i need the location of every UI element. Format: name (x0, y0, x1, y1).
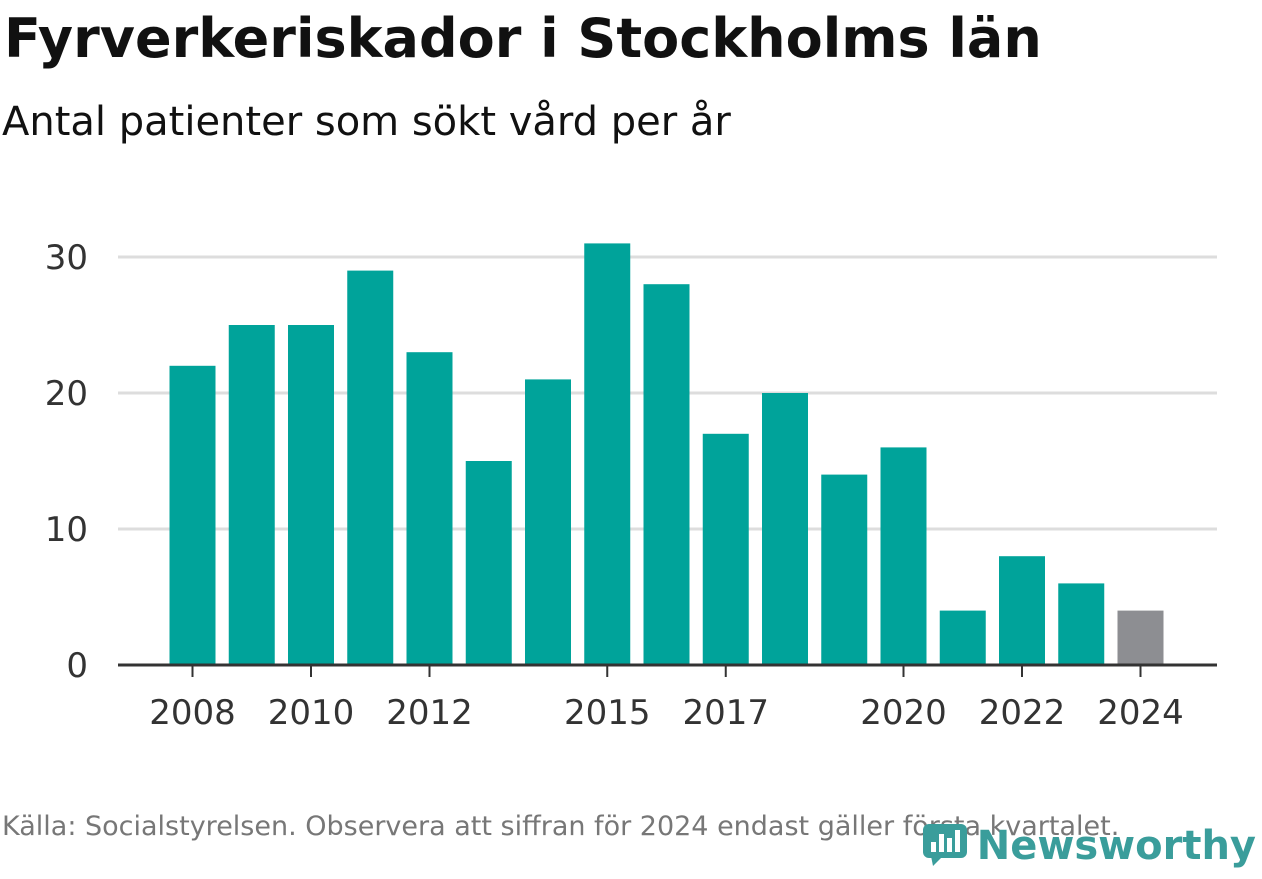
y-tick-label: 0 (66, 646, 88, 686)
x-tick-label: 2022 (979, 693, 1066, 733)
newsworthy-logo[interactable]: Newsworthy (921, 820, 1256, 872)
x-tick-label: 2024 (1097, 693, 1184, 733)
bar-2023 (1058, 583, 1105, 665)
bar-2012 (406, 352, 453, 665)
bar-2024 (1117, 610, 1164, 665)
bar-2019 (821, 474, 868, 665)
bar-2016 (643, 284, 690, 665)
bar-2011 (347, 270, 394, 665)
bar-2014 (525, 379, 571, 665)
bar-2021 (939, 610, 986, 665)
chart-subtitle: Antal patienter som sökt vård per år (2, 99, 731, 145)
y-tick-label: 20 (45, 374, 88, 414)
bar-2013 (465, 461, 512, 665)
x-tick-label: 2010 (268, 693, 355, 733)
bar-2020 (880, 447, 927, 665)
bars (169, 243, 1164, 665)
bar-chart: 0 10 20 30 2008 2010 2012 2015 2017 2020 2022 2024 (45, 238, 1217, 733)
bar-2009 (228, 325, 275, 665)
chart-title: Fyrverkeriskador i Stockholms län (4, 7, 1042, 70)
x-tick-label: 2020 (860, 693, 947, 733)
brand-name: Newsworthy (976, 823, 1256, 869)
newsworthy-logo-icon (921, 820, 969, 872)
bar-2008 (169, 365, 216, 665)
x-tick-label: 2012 (386, 693, 473, 733)
y-tick-label: 30 (45, 238, 88, 278)
x-tick-label: 2008 (149, 693, 236, 733)
axes: 0 10 20 30 2008 2010 2012 2015 2017 2020 2022 2024 (45, 238, 1217, 733)
bar-2018 (762, 393, 808, 665)
x-tick-label: 2015 (564, 693, 651, 733)
bar-2022 (999, 556, 1045, 665)
x-tick-label: 2017 (682, 693, 769, 733)
bar-2015 (584, 243, 631, 665)
bar-2017 (702, 433, 749, 665)
y-tick-label: 10 (45, 510, 88, 550)
bar-2010 (288, 325, 334, 665)
